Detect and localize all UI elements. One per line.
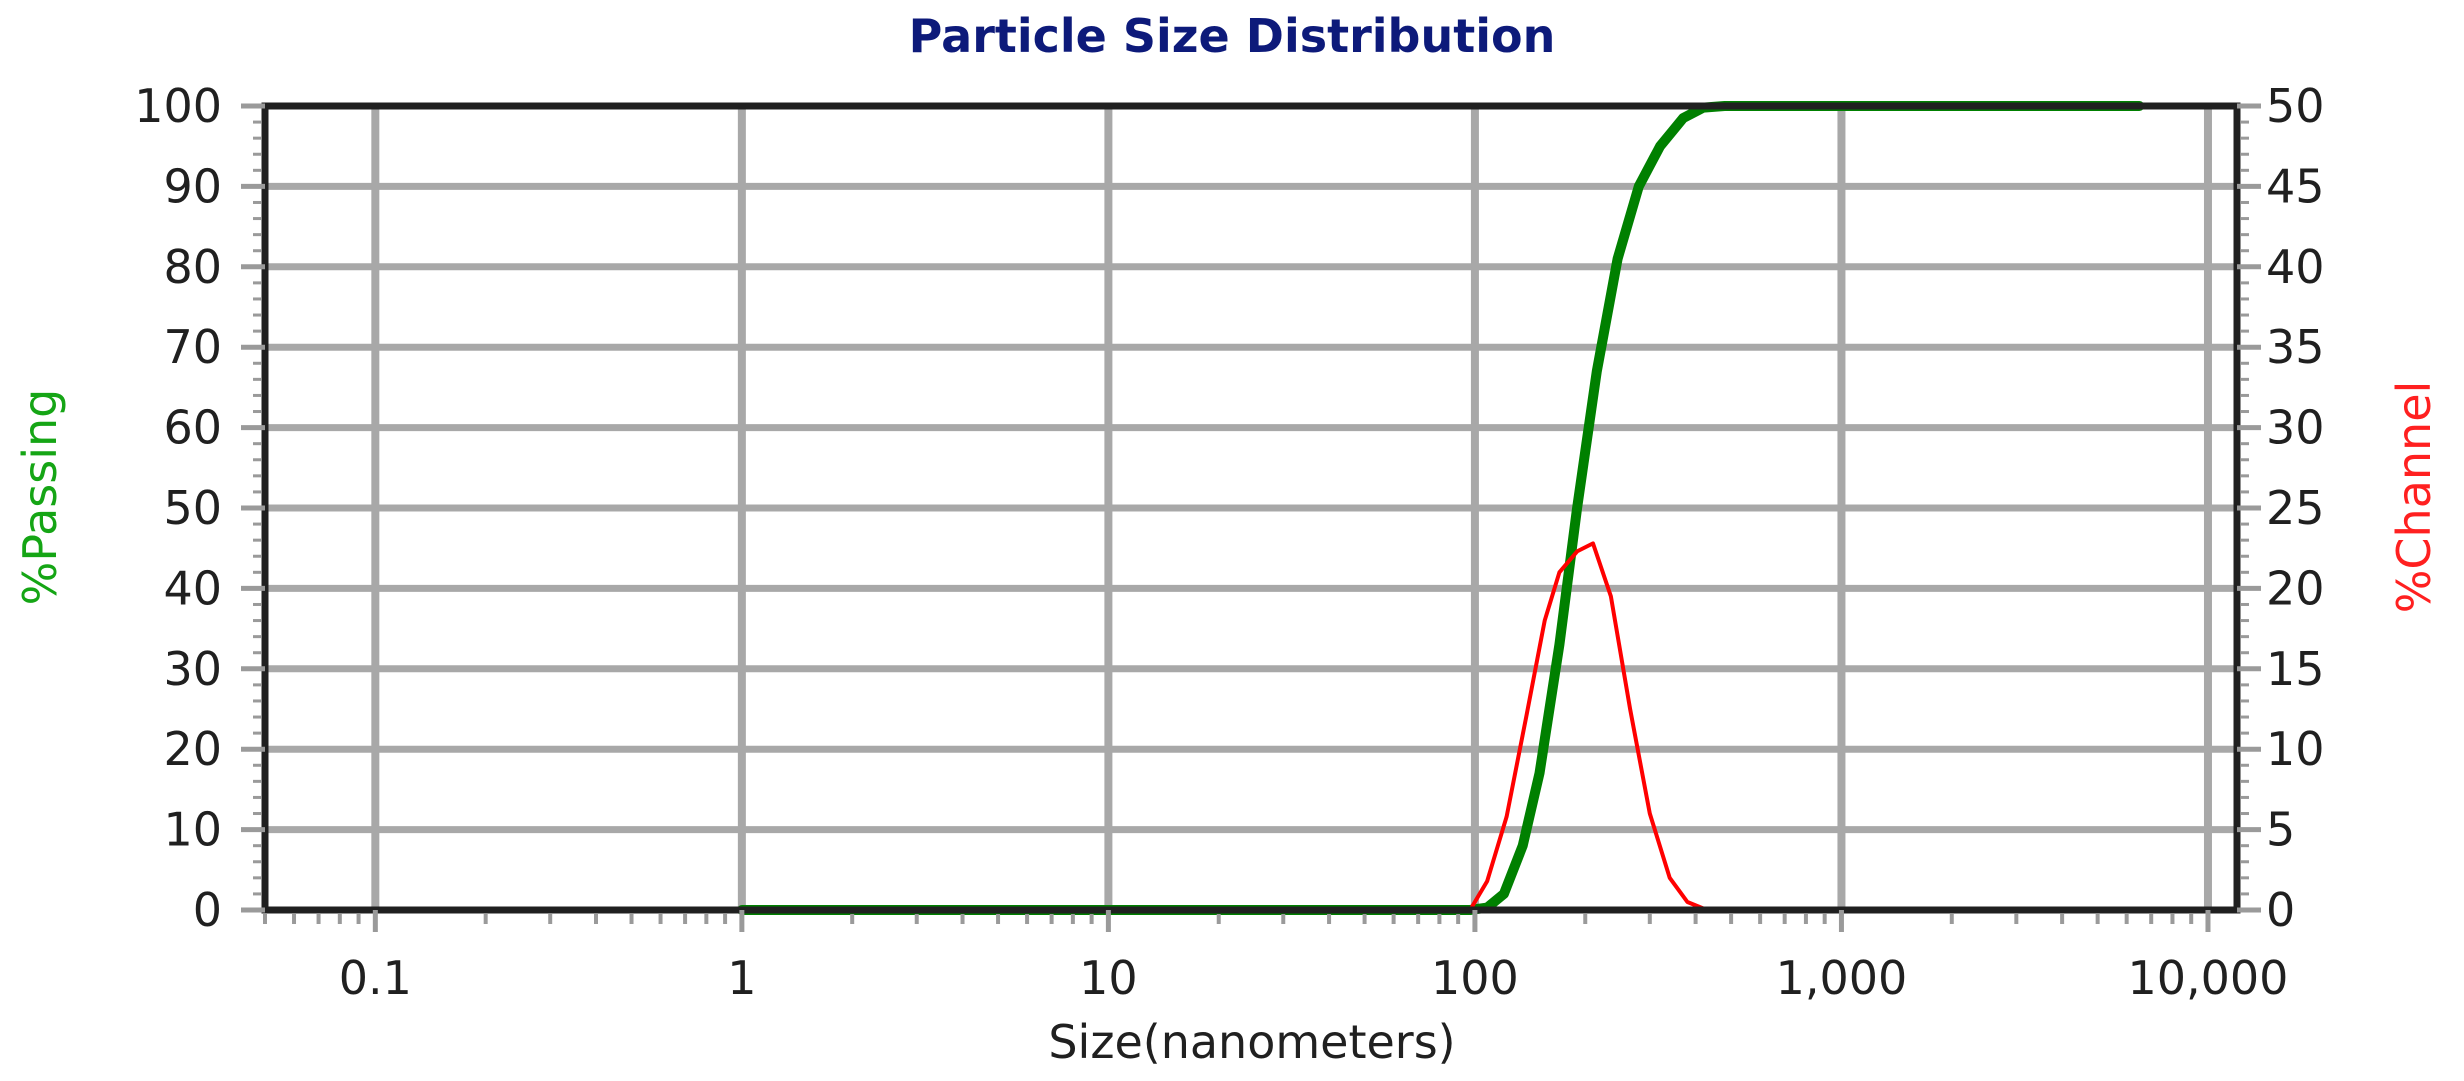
y-right-tick-label: 0 [2266, 883, 2295, 937]
series-channel-line [714, 541, 2129, 912]
y-left-tick-label: 20 [163, 722, 222, 776]
y-left-tick-label: 100 [134, 79, 222, 133]
y-left-tick-label: 30 [163, 642, 222, 696]
y-right-tick-label: 10 [2266, 722, 2325, 776]
x-tick-label: 10,000 [2127, 951, 2288, 1005]
y-left-tick-label: 10 [163, 803, 222, 857]
label-layer: Particle Size Distribution Size(nanomete… [13, 9, 2441, 1069]
y-right-tick-label: 5 [2266, 803, 2295, 857]
y-axis-left-label: %Passing [13, 389, 67, 606]
grid-layer [265, 106, 2237, 910]
y-left-tick-label: 50 [163, 481, 222, 535]
y-right-tick-label: 20 [2266, 561, 2325, 615]
y-right-tick-label: 35 [2266, 320, 2325, 374]
y-right-tick-label: 25 [2266, 481, 2325, 535]
chart-title: Particle Size Distribution [909, 9, 1556, 63]
y-left-tick-label: 60 [163, 401, 222, 455]
y-right-tick-label: 50 [2266, 79, 2325, 133]
y-right-tick-label: 40 [2266, 240, 2325, 294]
x-tick-label: 0.1 [339, 951, 412, 1005]
y-right-tick-label: 30 [2266, 401, 2325, 455]
y-axis-right-label: %Channel [2387, 381, 2441, 614]
y-right-tick-label: 15 [2266, 642, 2325, 696]
y-right-tick-label: 45 [2266, 159, 2325, 213]
x-axis-label: Size(nanometers) [1048, 1015, 1455, 1069]
x-tick-label: 1,000 [1776, 951, 1908, 1005]
y-left-tick-label: 0 [193, 883, 222, 937]
x-tick-label: 10 [1079, 951, 1138, 1005]
y-left-tick-label: 40 [163, 561, 222, 615]
y-left-tick-label: 90 [163, 159, 222, 213]
x-tick-label: 100 [1431, 951, 1519, 1005]
y-left-tick-label: 70 [163, 320, 222, 374]
x-tick-label: 1 [727, 951, 756, 1005]
tick-layer: 0.1 1 10 100 1,000 10,00001020304050607080901… [134, 79, 2324, 1005]
y-left-tick-label: 80 [163, 240, 222, 294]
